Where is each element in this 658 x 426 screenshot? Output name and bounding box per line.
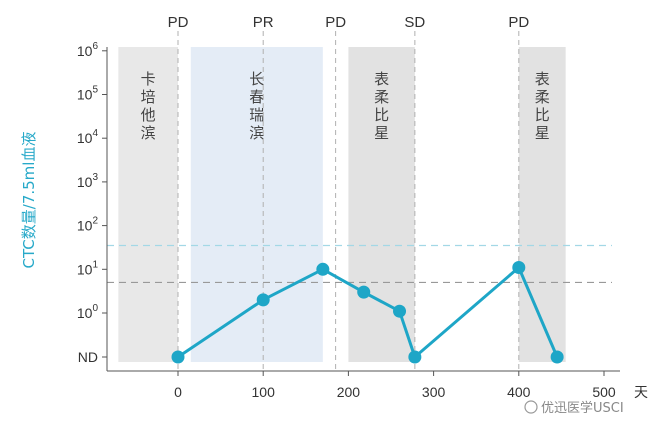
data-series (171, 260, 564, 364)
treatment-label: 表柔比星 (374, 70, 389, 142)
x-tick-label: 0 (174, 384, 182, 400)
x-tick-label: 300 (422, 384, 446, 400)
wechat-icon (524, 400, 538, 414)
series-line (177, 265, 559, 359)
threshold-lines (107, 244, 612, 284)
y-tick-label: 103 (77, 172, 99, 190)
y-axis-label: CTC数量/7.5ml血液 (20, 132, 38, 269)
event-markers: PD PR PD SD PD (168, 14, 529, 370)
event-label: SD (404, 14, 425, 31)
event-label: PD (168, 14, 189, 31)
y-tick-label: 106 (77, 41, 99, 59)
axes: ND 100 101 102 103 104 105 106 0 100 200 300 400 500 (77, 41, 620, 400)
x-axis-unit: 天 (634, 384, 648, 400)
data-point (316, 262, 330, 276)
x-tick-label: 200 (337, 384, 361, 400)
treatment-band (518, 47, 566, 362)
y-tick-label: 102 (77, 216, 99, 234)
y-tick-label: 104 (77, 128, 99, 146)
y-tick-label: 105 (77, 85, 99, 103)
data-point (408, 350, 422, 364)
treatment-band (190, 47, 323, 362)
data-point (512, 260, 526, 274)
data-point (357, 285, 371, 299)
data-point (550, 350, 564, 364)
event-label: PD (508, 14, 529, 31)
data-point (171, 350, 185, 364)
treatment-label: 卡培他滨 (141, 70, 156, 142)
treatment-band (118, 47, 178, 362)
data-point (256, 293, 270, 307)
event-label: PR (253, 14, 274, 31)
treatment-label: 长春瑞滨 (249, 70, 264, 142)
x-tick-label: 100 (252, 384, 276, 400)
x-tick-label: 400 (507, 384, 531, 400)
y-tick-label: 100 (77, 303, 99, 321)
x-tick-label: 500 (592, 384, 616, 400)
data-point (393, 304, 407, 318)
watermark: 优迅医学USCI (524, 400, 624, 416)
y-tick-label: ND (78, 349, 98, 365)
watermark-text: 优迅医学USCI (541, 400, 624, 416)
treatment-bands: 卡培他滨 长春瑞滨 表柔比星 表柔比星 (118, 47, 566, 362)
treatment-label: 表柔比星 (535, 70, 550, 142)
event-label: PD (325, 14, 346, 31)
y-tick-label: 101 (77, 259, 99, 277)
